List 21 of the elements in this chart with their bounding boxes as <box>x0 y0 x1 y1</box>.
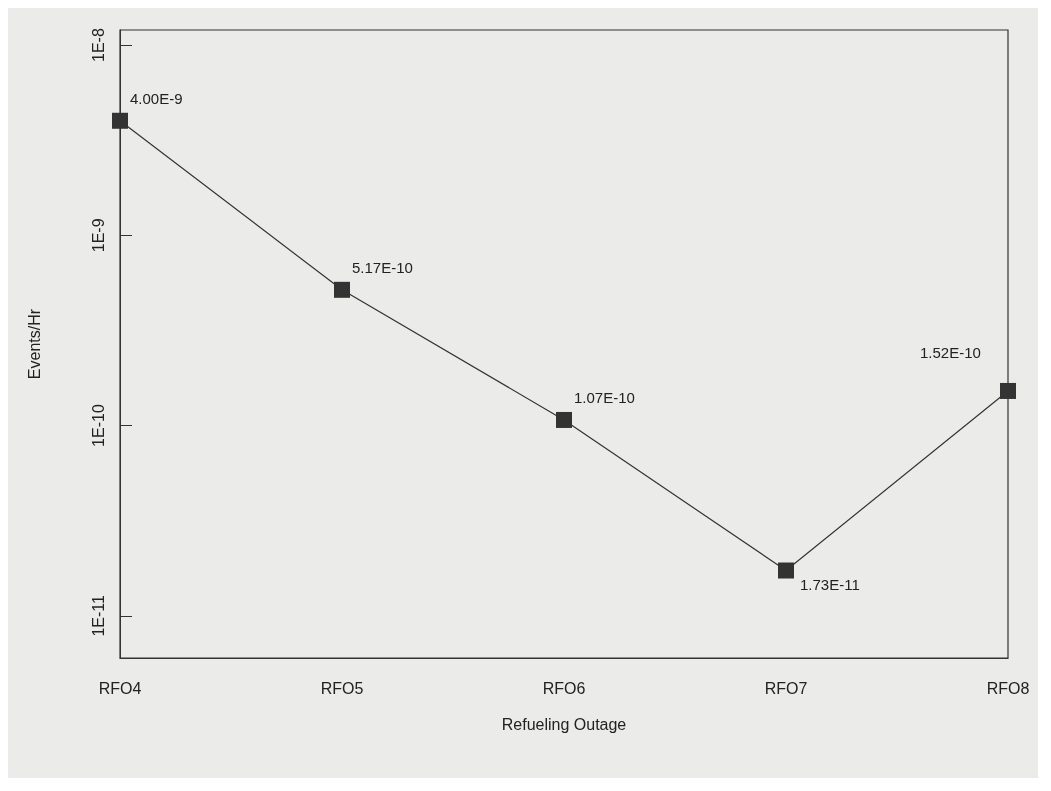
y-tick-label: 1E-9 <box>89 218 107 253</box>
data-label: 4.00E-9 <box>130 89 183 107</box>
point <box>556 411 572 428</box>
data-label: 1.73E-11 <box>800 575 860 593</box>
x-tick-label: RFO7 <box>764 679 808 697</box>
data-label: 1.52E-10 <box>920 343 981 361</box>
y-tick-label: 1E-10 <box>89 404 107 447</box>
y-axis-title: Events/Hr <box>25 308 43 380</box>
point <box>778 562 794 579</box>
point <box>334 281 350 298</box>
x-tick-label: RFO8 <box>986 679 1030 697</box>
data-label: 1.07E-10 <box>574 388 635 406</box>
y-tick-label: 1E-8 <box>89 28 107 62</box>
x-tick-label: RFO6 <box>542 679 586 697</box>
point <box>112 112 128 129</box>
x-tick-label: RFO5 <box>320 679 364 697</box>
point <box>1000 382 1016 399</box>
data-label: 5.17E-10 <box>352 258 413 276</box>
y-tick-label: 1E-11 <box>89 594 107 637</box>
x-axis-title: Refueling Outage <box>501 715 627 733</box>
x-tick-label: RFO4 <box>98 679 142 697</box>
